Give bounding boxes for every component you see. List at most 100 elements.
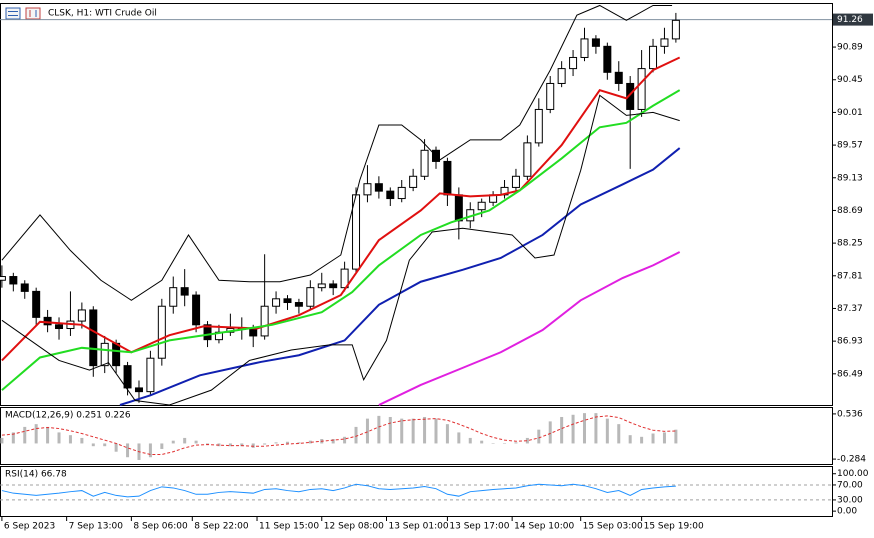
histogram-bar bbox=[80, 437, 84, 444]
candle-body bbox=[20, 283, 29, 292]
x-tick-label: 8 Sep 06:00 bbox=[133, 522, 188, 532]
histogram-bar bbox=[480, 440, 484, 444]
icon bbox=[25, 7, 41, 20]
candle-body bbox=[123, 365, 132, 389]
y-tick-label: 70.00 bbox=[837, 480, 863, 490]
x-tick-label: 14 Sep 10:00 bbox=[514, 522, 574, 532]
rsi-panel bbox=[0, 466, 833, 517]
histogram-bar bbox=[560, 416, 564, 444]
candle-body bbox=[546, 82, 555, 110]
histogram-bar bbox=[365, 418, 369, 444]
y-tick-label: 89.13 bbox=[837, 173, 863, 183]
y-tick-label: 90.89 bbox=[837, 43, 863, 53]
candle-body bbox=[146, 357, 155, 393]
candle-body bbox=[569, 56, 578, 70]
y-tick-label: 86.49 bbox=[837, 369, 863, 379]
histogram-bar bbox=[126, 443, 130, 458]
candle-body bbox=[374, 183, 383, 192]
last-price-box bbox=[833, 13, 873, 26]
histogram-bar bbox=[11, 432, 15, 444]
rsi-title: RSI(14) 66.78 bbox=[5, 470, 67, 480]
candle-body bbox=[272, 298, 281, 307]
histogram-bar bbox=[640, 436, 644, 444]
histogram-bar bbox=[628, 435, 632, 444]
histogram-bar bbox=[171, 440, 175, 444]
histogram-bar bbox=[91, 443, 95, 447]
candle-body bbox=[9, 276, 18, 285]
candle-body bbox=[100, 342, 109, 367]
histogram-bar bbox=[297, 442, 301, 444]
histogram-bar bbox=[251, 443, 255, 448]
candle-body bbox=[397, 186, 406, 200]
histogram-bar bbox=[468, 437, 472, 444]
histogram-bar bbox=[388, 416, 392, 444]
candle-body bbox=[77, 309, 86, 322]
histogram-bar bbox=[445, 424, 449, 444]
histogram-bar bbox=[582, 413, 586, 444]
histogram-bar bbox=[194, 440, 198, 444]
histogram-bar bbox=[68, 435, 72, 444]
x-tick-label: 6 Sep 2023 bbox=[4, 522, 55, 532]
histogram-bar bbox=[457, 432, 461, 444]
histogram-bar bbox=[148, 443, 152, 458]
y-tick-label: 30.00 bbox=[837, 495, 863, 505]
candle-body bbox=[649, 45, 658, 70]
histogram-bar bbox=[103, 443, 107, 447]
x-tick-label: 8 Sep 22:00 bbox=[194, 522, 249, 532]
x-tick-label: 15 Sep 19:00 bbox=[644, 522, 704, 532]
y-tick-label: 0.536 bbox=[837, 409, 863, 419]
histogram-bar bbox=[23, 426, 27, 444]
y-tick-label: 86.93 bbox=[837, 337, 863, 347]
indicator-line bbox=[1, 415, 676, 455]
histogram-bar bbox=[331, 439, 335, 444]
icon bbox=[5, 7, 21, 20]
candle-body bbox=[591, 38, 600, 47]
candle-body bbox=[660, 38, 669, 47]
histogram-bar bbox=[514, 442, 518, 444]
indicator-line bbox=[1, 94, 680, 406]
candle-body bbox=[363, 183, 372, 196]
histogram-bar bbox=[240, 443, 244, 447]
indicator-line bbox=[119, 147, 681, 406]
y-tick-label: 87.81 bbox=[837, 271, 863, 281]
last-price-label: 91.26 bbox=[837, 15, 863, 25]
candle-body bbox=[55, 324, 64, 330]
indicator-line bbox=[1, 4, 673, 301]
histogram-bar bbox=[285, 441, 289, 444]
histogram-bar bbox=[491, 443, 495, 444]
rsi-line bbox=[1, 483, 676, 498]
histogram-bar bbox=[423, 416, 427, 444]
chart-title: CLSK, H1: WTI Crude Oil bbox=[48, 9, 157, 19]
candle-body bbox=[169, 287, 178, 307]
histogram-bar bbox=[537, 429, 541, 444]
histogram-bar bbox=[662, 432, 666, 444]
histogram-bar bbox=[651, 433, 655, 444]
candle-body bbox=[626, 82, 635, 110]
candle-body bbox=[134, 387, 143, 393]
histogram-bar bbox=[160, 443, 164, 449]
histogram-bar bbox=[605, 418, 609, 444]
histogram-bar bbox=[571, 414, 575, 444]
x-tick-label: 12 Sep 08:00 bbox=[324, 522, 384, 532]
candle-body bbox=[43, 316, 52, 326]
y-tick-label: 88.25 bbox=[837, 239, 863, 249]
candle-body bbox=[317, 283, 326, 289]
histogram-bar bbox=[228, 443, 232, 447]
candle-body bbox=[260, 305, 269, 337]
x-tick-label: 13 Sep 01:00 bbox=[388, 522, 448, 532]
histogram-bar bbox=[274, 442, 278, 444]
x-tick-label: 15 Sep 03:00 bbox=[583, 522, 643, 532]
candle-body bbox=[329, 283, 338, 289]
candle-body bbox=[580, 38, 589, 58]
indicator-line bbox=[1, 89, 681, 391]
candle-body bbox=[454, 194, 463, 222]
histogram-bar bbox=[617, 424, 621, 444]
y-tick-label: 90.01 bbox=[837, 108, 863, 118]
main-panel bbox=[0, 3, 833, 406]
candle-body bbox=[203, 324, 212, 341]
y-tick-label: 90.45 bbox=[837, 75, 863, 85]
candle-body bbox=[603, 45, 612, 73]
candle-body bbox=[443, 160, 452, 196]
